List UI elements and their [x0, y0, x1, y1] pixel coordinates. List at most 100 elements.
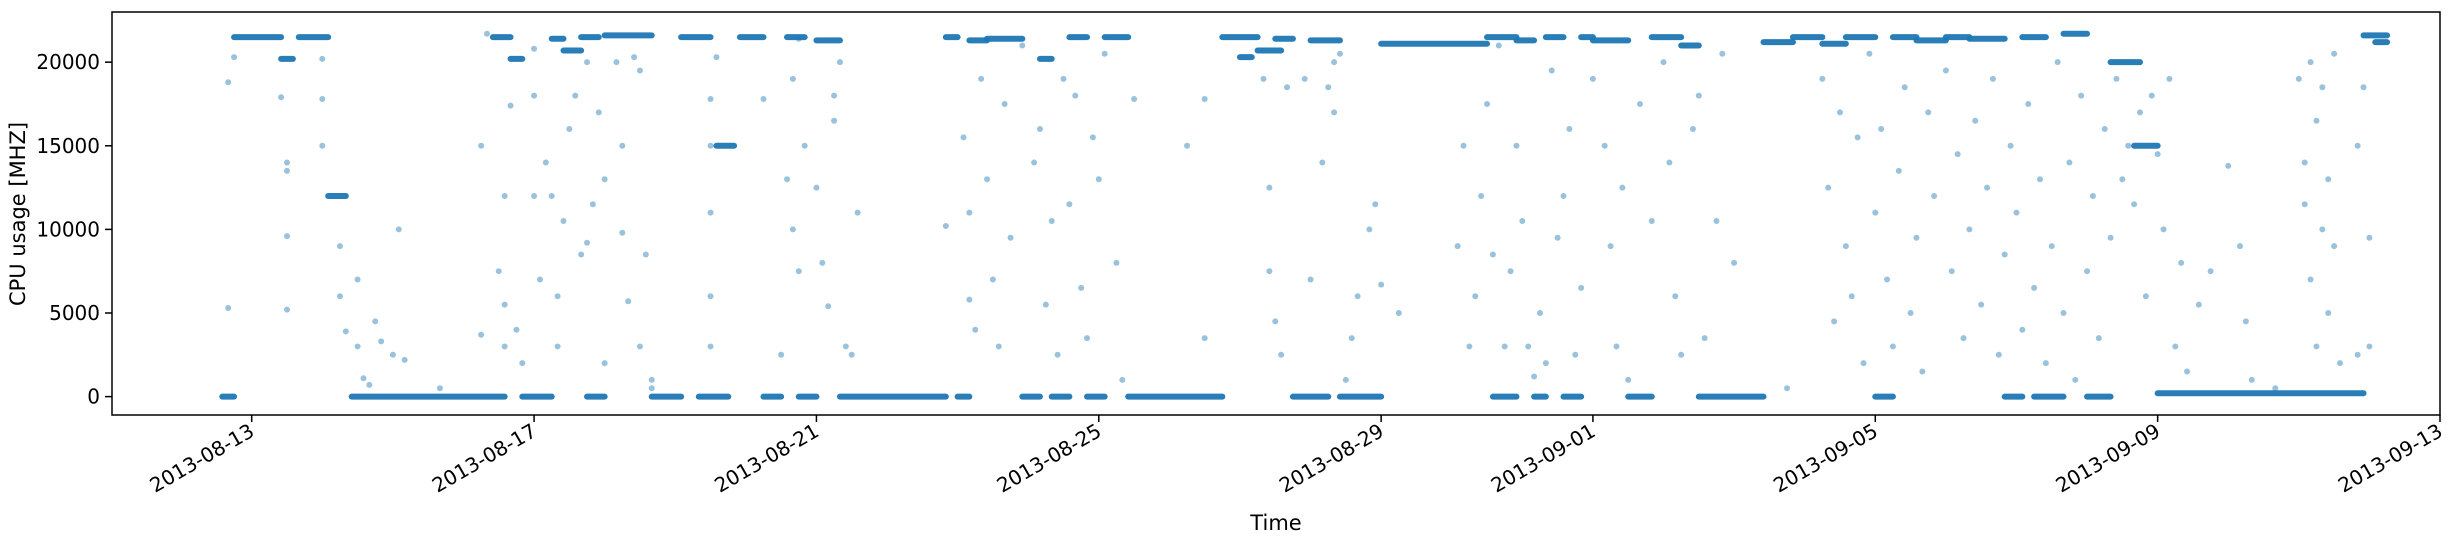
data-point	[1395, 309, 1402, 316]
data-point	[831, 117, 838, 124]
data-point	[2025, 100, 2032, 107]
data-point	[1066, 201, 1073, 208]
data-point	[2007, 142, 2014, 149]
data-point	[319, 55, 326, 62]
data-point	[1489, 251, 1496, 258]
data-point	[631, 54, 638, 61]
data-point	[1842, 243, 1849, 250]
data-point	[319, 95, 326, 102]
data-point	[2078, 92, 2085, 99]
data-point	[1466, 343, 1473, 350]
data-point	[1513, 142, 1520, 149]
y-tick-label: 5000	[49, 301, 100, 325]
data-point	[1695, 92, 1702, 99]
data-point	[2084, 268, 2091, 275]
data-point	[642, 251, 649, 258]
data-point	[536, 276, 543, 283]
data-point	[319, 142, 326, 149]
data-point	[1831, 318, 1838, 325]
data-point	[1625, 376, 1632, 383]
x-tick-label: 2013-08-29	[1275, 419, 1388, 498]
data-point	[1854, 134, 1861, 141]
data-point	[1901, 84, 1908, 91]
data-point	[278, 94, 285, 101]
plot-area	[112, 12, 2440, 415]
data-point	[1966, 226, 1973, 233]
data-point	[789, 226, 796, 233]
data-point	[436, 385, 443, 392]
data-point	[995, 343, 1002, 350]
x-tick-label: 2013-09-01	[1487, 419, 1600, 498]
data-point	[601, 176, 608, 183]
data-point	[619, 142, 626, 149]
data-point	[2313, 117, 2320, 124]
x-tick-label: 2013-08-21	[710, 419, 823, 498]
data-point	[1848, 293, 1855, 300]
data-point	[2060, 309, 2067, 316]
data-point	[1054, 351, 1061, 358]
data-point	[1572, 351, 1579, 358]
data-point	[978, 75, 985, 82]
data-point	[336, 293, 343, 300]
data-point	[1713, 218, 1720, 225]
data-point	[1184, 142, 1191, 149]
data-point	[842, 343, 849, 350]
data-point	[2001, 251, 2008, 258]
data-point	[1636, 100, 1643, 107]
y-tick-label: 20000	[36, 50, 100, 74]
data-point	[1613, 343, 1620, 350]
data-point	[2072, 376, 2079, 383]
data-point	[625, 298, 632, 305]
x-tick-label: 2013-08-25	[993, 419, 1106, 498]
data-point	[707, 343, 714, 350]
data-point	[1536, 309, 1543, 316]
data-point	[972, 326, 979, 333]
data-point	[2331, 50, 2338, 57]
x-tick-label: 2013-09-05	[1769, 419, 1882, 498]
data-point	[2054, 59, 2061, 66]
data-point	[2148, 92, 2155, 99]
data-point	[2331, 243, 2338, 250]
data-point	[2160, 226, 2167, 233]
data-point	[554, 293, 561, 300]
data-point	[1931, 192, 1938, 199]
y-axis-label: CPU usage [MHZ]	[6, 122, 30, 306]
data-point	[1260, 75, 1267, 82]
data-point	[1719, 50, 1726, 57]
data-point	[1284, 84, 1291, 91]
data-point	[1460, 142, 1467, 149]
data-point	[613, 59, 620, 66]
data-point	[1378, 281, 1385, 288]
data-point	[836, 59, 843, 66]
data-point	[1042, 301, 1049, 308]
data-point	[2319, 226, 2326, 233]
data-point	[1366, 226, 1373, 233]
data-point	[231, 54, 238, 61]
data-point	[1101, 50, 1108, 57]
data-point	[1860, 360, 1867, 367]
data-point	[1307, 276, 1314, 283]
data-point	[1619, 184, 1626, 191]
data-point	[2354, 351, 2361, 358]
data-point	[225, 79, 232, 86]
data-point	[1201, 335, 1208, 342]
data-point	[1348, 335, 1355, 342]
data-point	[2101, 126, 2108, 133]
data-point	[2178, 259, 2185, 266]
data-point	[372, 318, 379, 325]
data-point	[2089, 192, 2096, 199]
data-point	[1119, 376, 1126, 383]
data-point	[1454, 243, 1461, 250]
data-point	[1972, 117, 1979, 124]
data-point	[1325, 84, 1332, 91]
data-point	[2295, 75, 2302, 82]
data-point	[1019, 42, 1026, 49]
data-point	[2119, 176, 2126, 183]
data-point	[1525, 343, 1532, 350]
data-point	[2313, 343, 2320, 350]
data-point	[2107, 234, 2114, 241]
data-point	[1666, 159, 1673, 166]
data-point	[354, 343, 361, 350]
data-point	[354, 276, 361, 283]
data-point	[1519, 218, 1526, 225]
